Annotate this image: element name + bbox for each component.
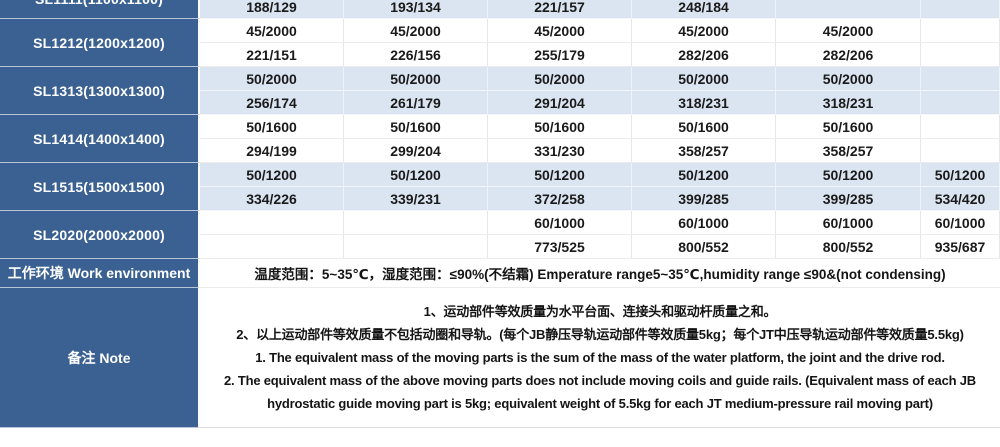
spec-cell [921,19,1000,43]
spec-cell: 45/2000 [776,19,921,43]
model-label: SL1212(1200x1200) [33,34,165,51]
spec-cell: 50/1200 [776,163,921,187]
spec-cell [776,0,921,19]
note-line: 1. The equivalent mass of the moving par… [255,350,945,365]
spec-cell: 256/174 [200,91,344,115]
spec-cell: 318/231 [776,91,921,115]
spec-cell: 188/129 [200,0,344,19]
spec-cell: 358/257 [632,139,776,163]
spec-cell: 282/206 [632,43,776,67]
spec-cell: 45/2000 [488,19,632,43]
spec-cell: 50/1600 [776,115,921,139]
spec-cell [344,235,488,259]
spec-cell [200,211,344,235]
spec-cell [921,91,1000,115]
spec-cell: 800/552 [632,235,776,259]
model-label: SL2020(2000x2000) [33,226,165,243]
spec-cell [921,67,1000,91]
spec-cell: 60/1000 [488,211,632,235]
spec-cell: 399/285 [776,187,921,211]
note-label: 备注 Note [0,288,200,428]
note-line: 2. The equivalent mass of the above movi… [224,373,976,411]
spec-cell: 50/1600 [344,115,488,139]
model-label: SL1515(1500x1500) [33,178,165,195]
spec-cell: 60/1000 [632,211,776,235]
spec-cell: 50/1600 [632,115,776,139]
spec-cell: 255/179 [488,43,632,67]
spec-cell: 50/1200 [632,163,776,187]
spec-cell: 282/206 [776,43,921,67]
spec-cell: 50/1600 [488,115,632,139]
spec-cell: 358/257 [776,139,921,163]
work-environment-label: 工作环境 Work environment [0,259,200,288]
spec-cell: 50/1200 [488,163,632,187]
model-cell: SL1313(1300x1300) [0,67,200,115]
spec-cell [921,139,1000,163]
spec-cell: 45/2000 [200,19,344,43]
note-value: 1、运动部件等效质量为水平台面、连接头和驱动杆质量之和。 2、以上运动部件等效质量… [200,288,1000,428]
spec-cell: 193/134 [344,0,488,19]
spec-cell: 534/420 [921,187,1000,211]
spec-cell: 50/1600 [200,115,344,139]
model-cell: SL1111(1100x1100) [0,0,200,19]
spec-cell: 45/2000 [632,19,776,43]
spec-cell: 50/2000 [344,67,488,91]
model-label: SL1414(1400x1400) [33,130,165,147]
spec-cell: 399/285 [632,187,776,211]
model-label: SL1111(1100x1100) [0,0,198,7]
spec-cell: 334/226 [200,187,344,211]
spec-cell: 50/2000 [776,67,921,91]
spec-cell: 372/258 [488,187,632,211]
spec-cell [921,43,1000,67]
model-cell: SL1414(1400x1400) [0,115,200,163]
spec-cell: 221/157 [488,0,632,19]
spec-cell: 50/1200 [344,163,488,187]
spec-cell [344,211,488,235]
spec-cell: 331/230 [488,139,632,163]
spec-cell: 291/204 [488,91,632,115]
spec-cell: 248/184 [632,0,776,19]
spec-cell: 60/1000 [921,211,1000,235]
model-cell: SL1212(1200x1200) [0,19,200,67]
work-environment-value: 温度范围：5~35℃，湿度范围：≤90%(不结霜) Emperature ran… [200,259,1000,288]
spec-cell: 773/525 [488,235,632,259]
spec-cell: 50/2000 [632,67,776,91]
spec-cell: 299/204 [344,139,488,163]
spec-cell: 261/179 [344,91,488,115]
note-line: 2、以上运动部件等效质量不包括动圈和导轨。(每个JB静压导轨运动部件等效质量5k… [236,327,964,342]
spec-cell: 226/156 [344,43,488,67]
spec-cell: 294/199 [200,139,344,163]
spec-cell: 800/552 [776,235,921,259]
spec-cell: 50/2000 [200,67,344,91]
spec-table: SL1111(1100x1100)188/129193/134221/15724… [0,0,1000,428]
model-cell: SL1515(1500x1500) [0,163,200,211]
note-line: 1、运动部件等效质量为水平台面、连接头和驱动杆质量之和。 [423,304,777,319]
spec-cell [200,235,344,259]
spec-cell [921,115,1000,139]
model-label: SL1313(1300x1300) [33,82,165,99]
spec-cell: 50/2000 [488,67,632,91]
spec-cell: 318/231 [632,91,776,115]
spec-cell: 45/2000 [344,19,488,43]
spec-cell: 339/231 [344,187,488,211]
model-cell: SL2020(2000x2000) [0,211,200,259]
spec-cell: 221/151 [200,43,344,67]
spec-cell [921,0,1000,19]
spec-cell: 50/1200 [200,163,344,187]
spec-cell: 50/1200 [921,163,1000,187]
spec-cell: 935/687 [921,235,1000,259]
spec-cell: 60/1000 [776,211,921,235]
